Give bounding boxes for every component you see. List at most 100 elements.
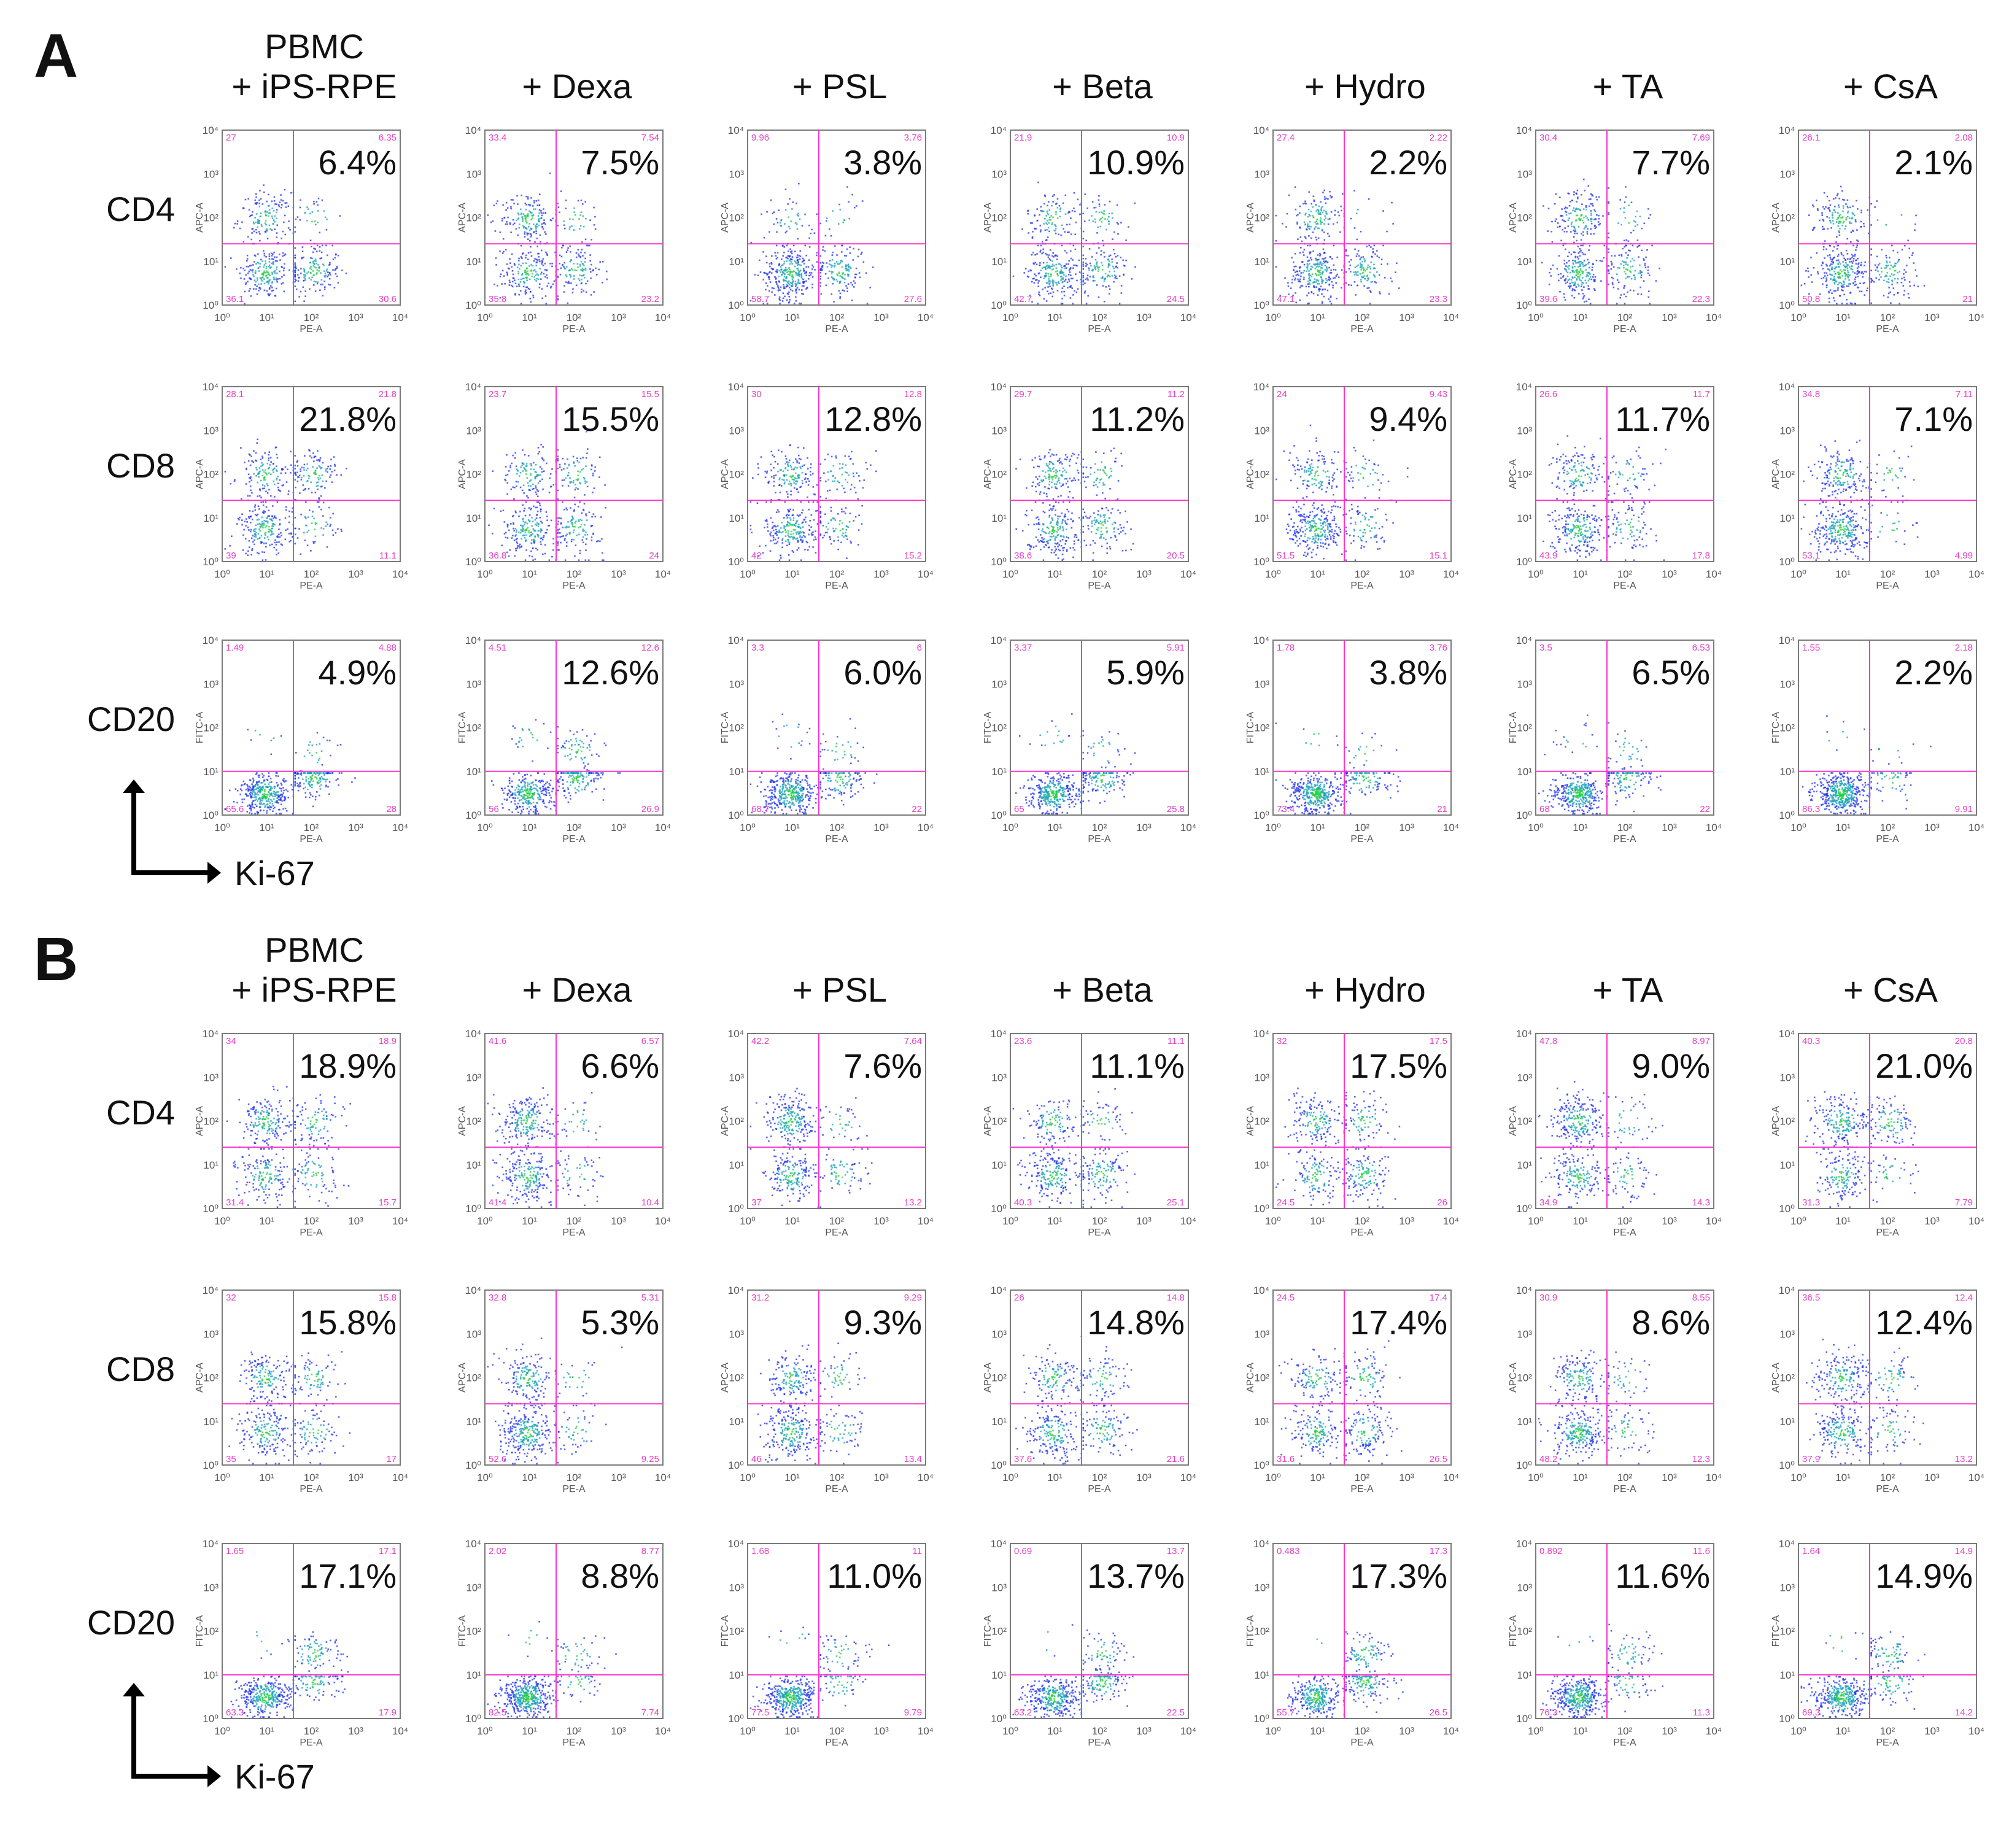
plot-frame — [484, 386, 664, 562]
y-tick-label: 10¹ — [729, 256, 744, 268]
percent-label: 4.9% — [318, 653, 397, 692]
quadrant-ul-value: 1.78 — [1277, 643, 1295, 653]
y-tick-label: 10⁰ — [728, 1203, 744, 1215]
x-tick-label: 10⁴ — [392, 1725, 408, 1737]
y-tick-label: 10¹ — [991, 1159, 1007, 1171]
plot-frame — [1535, 1033, 1714, 1209]
y-tick-label: 10⁰ — [203, 1203, 219, 1215]
event-cloud — [224, 184, 347, 304]
y-tick-label: 10³ — [1779, 168, 1795, 180]
quadrant-ll-value: 76.3 — [1539, 1707, 1557, 1718]
x-tick-label: 10⁰ — [1002, 312, 1018, 323]
percent-label: 2.2% — [1894, 653, 1973, 692]
percent-label: 5.9% — [1106, 653, 1185, 692]
x-tick-label: 10⁴ — [655, 568, 671, 580]
x-axis-label: PE-A — [1350, 1227, 1374, 1238]
quadrant-lr-value: 20.5 — [1167, 551, 1185, 561]
y-tick-label: 10¹ — [1779, 1416, 1795, 1428]
percent-label: 7.1% — [1894, 400, 1973, 438]
quadrant-lr-value: 13.4 — [904, 1454, 922, 1464]
y-tick-label: 10⁰ — [1253, 1203, 1269, 1215]
y-tick-label: 10² — [991, 722, 1007, 734]
y-tick-label: 10⁴ — [728, 381, 744, 393]
quadrant-ur-value: 6.57 — [641, 1036, 659, 1046]
x-tick-label: 10⁴ — [1968, 1215, 1984, 1227]
quadrant-lr-value: 22.3 — [1692, 294, 1710, 304]
y-tick-label: 10¹ — [1517, 512, 1532, 524]
x-tick-label: 10¹ — [784, 568, 800, 580]
percent-label: 15.5% — [562, 400, 659, 438]
y-axis-label: APC-A — [983, 1363, 993, 1393]
event-cloud — [749, 713, 878, 814]
x-tick-label: 10³ — [1924, 1215, 1940, 1227]
condition-label: PBMC + iPS-RPE — [231, 27, 397, 106]
ki67-axis-label: Ki-67 — [234, 1757, 315, 1796]
x-tick-label: 10⁰ — [740, 1725, 756, 1737]
y-tick-label: 10⁰ — [728, 300, 744, 311]
y-tick-label: 10⁴ — [1779, 125, 1795, 136]
x-tick-label: 10⁴ — [1968, 1472, 1984, 1483]
y-axis-label: APC-A — [457, 459, 468, 489]
x-axis-label: PE-A — [1876, 324, 1899, 334]
percent-label: 2.2% — [1369, 143, 1447, 182]
x-tick-label: 10² — [1092, 312, 1107, 323]
x-axis-label: PE-A — [1088, 1484, 1111, 1494]
y-tick-label: 10³ — [729, 168, 744, 180]
x-tick-label: 10⁰ — [740, 312, 756, 323]
y-tick-label: 10⁰ — [1516, 810, 1532, 821]
x-axis-label: PE-A — [562, 581, 586, 591]
x-tick-label: 10³ — [873, 568, 889, 580]
event-cloud — [487, 1337, 623, 1464]
x-tick-label: 10³ — [1924, 1472, 1940, 1483]
y-tick-label: 10² — [991, 469, 1007, 481]
x-tick-label: 10² — [567, 1725, 582, 1737]
x-tick-label: 10⁰ — [477, 568, 493, 580]
y-tick-label: 10⁰ — [991, 300, 1007, 311]
y-axis-label: APC-A — [1245, 1106, 1256, 1136]
y-tick-label: 10³ — [1779, 1328, 1795, 1340]
quadrant-lr-value: 17.8 — [1692, 551, 1710, 561]
quadrant-lr-value: 23.2 — [641, 294, 659, 304]
x-tick-label: 10² — [304, 1725, 319, 1737]
y-tick-label: 10⁰ — [1253, 556, 1269, 568]
condition-label: + TA — [1593, 970, 1663, 1009]
x-tick-label: 10³ — [873, 822, 889, 833]
x-tick-label: 10¹ — [784, 1472, 800, 1483]
event-cloud — [1015, 447, 1134, 561]
x-tick-label: 10⁰ — [214, 568, 230, 580]
quadrant-ul-value: 34 — [226, 1036, 236, 1046]
y-tick-label: 10¹ — [1517, 1159, 1532, 1171]
percent-label: 8.6% — [1632, 1303, 1710, 1342]
x-tick-label: 10³ — [1136, 1472, 1152, 1483]
x-tick-label: 10² — [1617, 568, 1633, 580]
quadrant-ul-value: 2.02 — [489, 1546, 506, 1556]
quadrant-ll-value: 68.7 — [751, 804, 769, 814]
y-tick-label: 10² — [1517, 469, 1532, 481]
y-tick-label: 10⁴ — [1779, 381, 1795, 393]
x-tick-label: 10⁰ — [1265, 568, 1281, 580]
dot-plot: 3.3 6 68.7 22 6.0% 10⁰ 10¹ 10² 10³ 10⁴ 10⁰ 10¹ 10² 10… — [720, 635, 934, 845]
x-tick-label: 10³ — [348, 1725, 363, 1737]
quadrant-lr-value: 25.8 — [1167, 804, 1185, 814]
quadrant-ll-value: 50.8 — [1802, 294, 1820, 304]
dot-plot: 34 18.9 31.4 15.7 18.9% 10⁰ 10¹ 10² 10³ 10⁴ 10⁰ 10¹… — [195, 1028, 408, 1238]
quadrant-lr-value: 10.4 — [641, 1197, 659, 1208]
x-tick-label: 10¹ — [259, 1215, 274, 1227]
x-axis-label: PE-A — [562, 1484, 586, 1494]
x-tick-label: 10² — [829, 312, 845, 323]
x-tick-label: 10¹ — [522, 312, 537, 323]
y-tick-label: 10⁰ — [1516, 1459, 1532, 1471]
axis-orientation-arrow: Ki-67 — [123, 779, 315, 892]
quadrant-lr-value: 24 — [649, 551, 659, 561]
percent-label: 9.3% — [843, 1303, 922, 1342]
y-tick-label: 10¹ — [1517, 766, 1532, 778]
quadrant-ul-value: 3.3 — [751, 643, 764, 653]
row-cd8: CD8 32 15.8 35 17 15.8% 10⁰ 10¹ 10² 10³ 10⁴ 10⁰ 10¹ 1… — [106, 1285, 1984, 1494]
quadrant-ur-value: 3.76 — [1430, 643, 1447, 653]
dot-plot: 41.6 6.57 41.4 10.4 6.6% 10⁰ 10¹ 10² 10³ 10⁴ 10⁰ 10… — [457, 1028, 671, 1238]
x-tick-label: 10⁴ — [1180, 1725, 1196, 1737]
quadrant-ll-value: 47.1 — [1277, 294, 1295, 304]
y-tick-label: 10⁰ — [203, 556, 219, 568]
x-tick-label: 10⁴ — [1443, 1215, 1459, 1227]
y-tick-label: 10³ — [203, 1072, 219, 1083]
